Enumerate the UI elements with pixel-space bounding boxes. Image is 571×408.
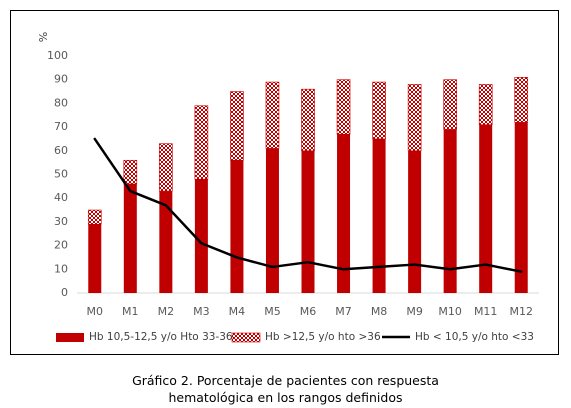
bar-segment-solid	[194, 179, 208, 293]
bar-segment-solid	[337, 134, 351, 293]
bar-segment-solid	[479, 124, 493, 293]
bar-segment-pattern	[336, 79, 351, 135]
bar-segment-solid	[159, 191, 173, 293]
bar-segment-solid	[372, 138, 386, 293]
x-tick-label: M3	[193, 305, 210, 318]
bar-segment-solid	[443, 129, 457, 293]
legend-swatch-pattern	[231, 332, 261, 343]
x-tick-label: M9	[406, 305, 423, 318]
x-tick-label: M10	[438, 305, 462, 318]
bar-segment-solid	[265, 148, 279, 293]
bar-segment-pattern	[265, 81, 280, 149]
x-tick-label: M2	[158, 305, 175, 318]
bar-segment-pattern	[301, 88, 315, 152]
chart-caption: Gráfico 2. Porcentaje de pacientes con r…	[0, 372, 571, 406]
y-tick-label: 70	[54, 120, 68, 133]
y-tick-label: 100	[47, 49, 68, 62]
bar-segment-solid	[230, 160, 244, 293]
y-axis-label: %	[37, 32, 50, 42]
bar-segment-solid	[514, 122, 528, 293]
bar-segment-pattern	[230, 91, 244, 161]
y-tick-label: 10	[54, 262, 68, 275]
y-tick-label: 60	[54, 144, 68, 157]
y-tick-label: 30	[54, 215, 68, 228]
caption-line-2: hematológica en los rangos definidos	[168, 390, 403, 405]
bar-segment-pattern	[514, 77, 529, 123]
chart: % 0 10 20 30 40 50 60 70 80 90 100 M0 M1 M2 M3 M4 M5 M6 M…	[37, 32, 539, 343]
bar-segment-pattern	[372, 81, 386, 140]
y-tick-label: 50	[54, 168, 68, 181]
y-tick-label: 90	[54, 73, 68, 86]
y-tick-label: 20	[54, 239, 68, 252]
x-tick-label: M0	[87, 305, 104, 318]
legend-label: Hb >12,5 y/o hto >36	[265, 331, 381, 343]
bar-segment-solid	[301, 150, 315, 293]
x-tick-label: M1	[122, 305, 139, 318]
bar-segment-pattern	[194, 105, 209, 180]
caption-line-1: Gráfico 2. Porcentaje de pacientes con r…	[132, 373, 439, 388]
bar-segment-solid	[88, 224, 102, 293]
legend-swatch-solid	[56, 333, 84, 342]
legend-label: Hb 10,5-12,5 y/o Hto 33-36	[89, 331, 233, 343]
bar-segment-solid	[123, 183, 137, 293]
y-tick-label: 80	[54, 96, 68, 109]
x-tick-label: M8	[371, 305, 388, 318]
chart-frame: % 0 10 20 30 40 50 60 70 80 90 100 M0 M1 M2 M3 M4 M5 M6 M…	[10, 10, 559, 355]
legend-label: Hb < 10,5 y/o hto <33	[415, 331, 534, 343]
x-tick-label: M7	[335, 305, 352, 318]
x-tick-label: M4	[229, 305, 246, 318]
x-tick-label: M11	[474, 305, 498, 318]
x-tick-label: M5	[264, 305, 281, 318]
bar-segment-pattern	[443, 79, 457, 130]
bar-segment-pattern	[87, 209, 102, 225]
y-tick-label: 40	[54, 191, 68, 204]
x-tick-label: M6	[300, 305, 317, 318]
y-tick-label: 0	[61, 286, 68, 299]
bar-segment-solid	[408, 150, 422, 293]
bar-segment-pattern	[159, 143, 173, 192]
bar-segment-pattern	[123, 159, 138, 185]
bar-segment-pattern	[478, 84, 493, 126]
bar-segment-pattern	[407, 84, 422, 152]
x-tick-label: M12	[509, 305, 533, 318]
